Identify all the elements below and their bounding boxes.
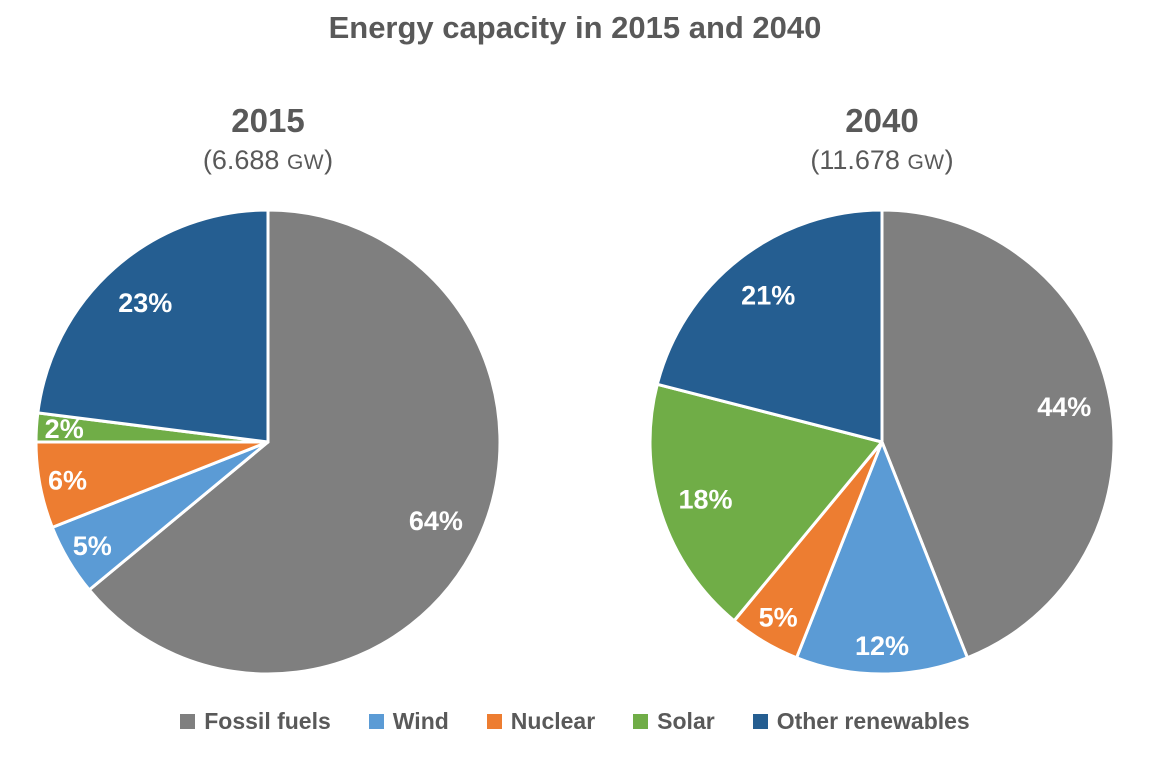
legend-item-solar: Solar xyxy=(633,708,715,735)
pie-2040-plot: 44% 12% 5% 18% 21% xyxy=(648,208,1116,676)
chart-title: Energy capacity in 2015 and 2040 xyxy=(328,10,822,45)
legend-item-nuclear: Nuclear xyxy=(486,708,596,735)
pie-slice-label-solar: 2% xyxy=(45,414,84,444)
legend-swatch-other-renewables xyxy=(752,714,768,729)
legend-item-other-renewables: Other renewables xyxy=(752,708,970,735)
pie-2015-plot: 64% 5% 6% 2% 23% xyxy=(34,208,502,676)
pie-slice-other-renewables xyxy=(655,208,884,444)
pie-2015-year-heading: 2015 xyxy=(231,102,305,139)
legend-swatch-nuclear xyxy=(486,714,502,729)
legend-label-other-renewables: Other renewables xyxy=(776,708,970,734)
pie-slice-label-nuclear: 5% xyxy=(759,603,798,633)
legend-label-fossil-fuels: Fossil fuels xyxy=(204,708,331,734)
pie-slice-wind xyxy=(795,440,969,676)
legend-swatch-wind xyxy=(368,714,384,729)
pie-chart-2015: 2015 (6.688 GW) 64% 5% 6% 2% 23% xyxy=(30,100,506,680)
pie-2015-capacity-subtitle: (6.688 GW) xyxy=(202,145,334,175)
legend-label-solar: Solar xyxy=(657,708,715,734)
legend-label-nuclear: Nuclear xyxy=(510,708,596,734)
legend-item-wind: Wind xyxy=(368,708,449,735)
pie-slice-label-fossil-fuels: 64% xyxy=(409,506,463,536)
pie-chart-2040: 2040 (11.678 GW) 44% 12% 5% 18% 21% xyxy=(644,100,1120,680)
legend-item-fossil-fuels: Fossil fuels xyxy=(180,708,331,735)
legend: Fossil fuels Wind Nuclear Solar Other renewa… xyxy=(0,708,1150,735)
pie-slice-label-solar: 18% xyxy=(678,484,732,514)
capacity-unit: GW xyxy=(907,151,945,174)
capacity-unit: GW xyxy=(286,151,325,174)
pie-slice-label-nuclear: 6% xyxy=(48,465,87,495)
pie-slice-label-fossil-fuels: 44% xyxy=(1037,392,1091,422)
pie-slice-label-wind: 12% xyxy=(855,631,909,661)
pie-slice-fossil-fuels xyxy=(880,208,1116,660)
pie-2040-year-heading: 2040 xyxy=(845,102,919,139)
pie-slice-solar xyxy=(648,382,884,623)
pie-slice-other-renewables xyxy=(36,208,270,444)
pie-slice-label-other-renewables: 23% xyxy=(118,288,172,318)
legend-swatch-solar xyxy=(633,714,649,729)
pie-slice-label-other-renewables: 21% xyxy=(741,280,795,310)
pie-slice-label-wind: 5% xyxy=(73,531,112,561)
pie-2040-capacity-subtitle: (11.678 GW) xyxy=(810,145,954,175)
pie-slice-fossil-fuels xyxy=(87,208,502,676)
legend-swatch-fossil-fuels xyxy=(180,714,196,729)
legend-label-wind: Wind xyxy=(392,708,449,734)
